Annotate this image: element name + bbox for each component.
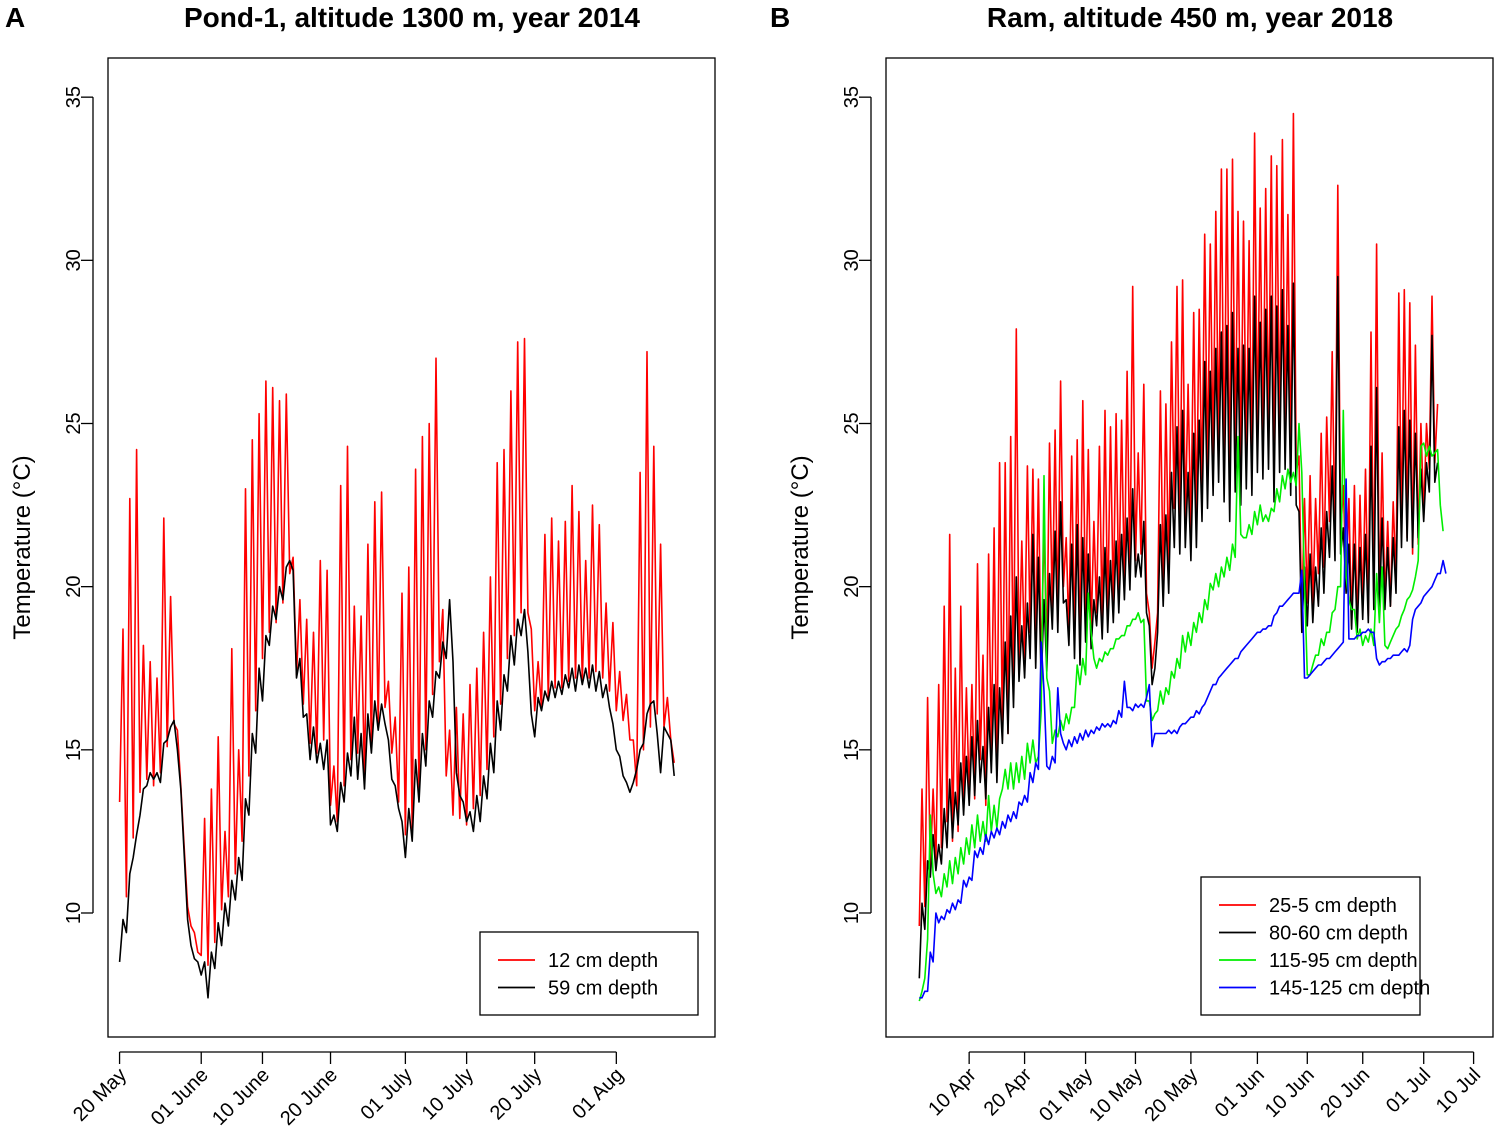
x-tick-label: 10 May [1085, 1064, 1147, 1126]
legend-box [1200, 876, 1421, 1016]
x-tick-label: 10 Jul [1432, 1064, 1485, 1117]
x-tick-label: 01 June [147, 1064, 213, 1130]
x-tick-label: 01 Jul [1382, 1064, 1435, 1117]
chart-title: Ram, altitude 450 m, year 2018 [987, 2, 1393, 33]
series-group [118, 337, 675, 999]
x-tick-label: 01 Aug [568, 1064, 628, 1124]
legend-label: 12 cm depth [548, 950, 658, 972]
plot-frame [107, 57, 716, 1038]
x-tick-label: 01 May [1035, 1064, 1097, 1126]
y-tick-label: 35 [63, 86, 85, 108]
legend-label: 80-60 cm depth [1269, 923, 1408, 945]
y-tick-label: 20 [841, 576, 863, 598]
legend: 25-5 cm depth 80-60 cm depth 115-95 cm dep… [1200, 876, 1430, 1016]
x-tick-label: 20 July [486, 1064, 546, 1124]
y-tick-label: 25 [841, 412, 863, 434]
y-tick-label: 15 [63, 739, 85, 761]
y-tick-label: 10 [841, 902, 863, 924]
x-tick-label: 20 Apr [980, 1064, 1037, 1121]
y-axis-label: Temperature (°C) [9, 455, 36, 639]
series-line-80-60-cm-depth [918, 275, 1439, 979]
legend-label: 25-5 cm depth [1269, 895, 1397, 917]
y-axis-label: Temperature (°C) [787, 455, 814, 639]
series-line-12-cm-depth [118, 337, 675, 967]
series-line-145-125-cm-depth [919, 478, 1447, 999]
legend: 12 cm depth 59 cm depth [479, 931, 699, 1016]
series-line-115-95-cm-depth [918, 409, 1444, 1002]
panel-b: B Ram, altitude 450 m, year 2018 10 15 20 25 3… [770, 2, 1494, 1126]
x-tick-label: 10 Apr [924, 1064, 981, 1121]
x-tick-label: 01 Jun [1211, 1064, 1269, 1122]
panel-label: A [5, 2, 25, 33]
x-tick-label: 20 Jun [1316, 1064, 1374, 1122]
legend-box [479, 931, 699, 1016]
y-tick-label: 30 [841, 249, 863, 271]
x-tick-label: 20 May [1140, 1064, 1202, 1126]
series-line-59-cm-depth [118, 559, 675, 999]
x-tick-label: 10 July [418, 1064, 478, 1124]
y-tick-label: 20 [63, 576, 85, 598]
y-tick-label: 25 [63, 412, 85, 434]
legend-label: 59 cm depth [548, 978, 658, 1000]
x-tick-label: 10 June [208, 1064, 274, 1130]
y-tick-label: 10 [63, 902, 85, 924]
x-tick-label: 20 May [69, 1064, 131, 1126]
plot-frame [885, 57, 1494, 1038]
panel-a: A Pond-1, altitude 1300 m, year 2014 10 15 2… [5, 2, 716, 1130]
y-axis: 10 15 20 25 30 35 Temperature (°C) [787, 86, 872, 924]
legend-label: 115-95 cm depth [1269, 950, 1418, 972]
y-axis: 10 15 20 25 30 35 Temperature (°C) [9, 86, 94, 924]
series-group [918, 112, 1447, 1002]
chart-title: Pond-1, altitude 1300 m, year 2014 [184, 2, 640, 33]
panel-label: B [770, 2, 790, 33]
x-tick-label: 01 July [357, 1064, 417, 1124]
y-tick-label: 35 [841, 86, 863, 108]
x-tick-label: 20 June [276, 1064, 342, 1130]
y-tick-label: 15 [841, 739, 863, 761]
y-tick-label: 30 [63, 249, 85, 271]
legend-label: 145-125 cm depth [1269, 978, 1430, 1000]
x-tick-label: 10 Jun [1261, 1064, 1319, 1122]
